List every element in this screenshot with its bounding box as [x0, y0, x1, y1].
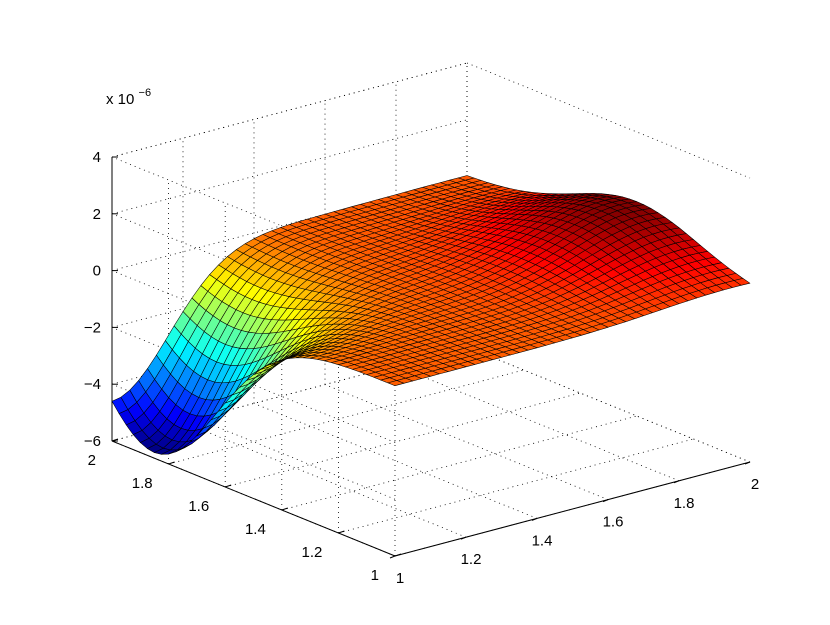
grid-line-floor-edge: [466, 346, 751, 463]
x-tick-label: 2: [751, 476, 759, 493]
z-exponent-power: −6: [139, 87, 152, 99]
y-tick-label: 1.4: [245, 521, 266, 538]
y-tick: [394, 553, 402, 557]
x-tick-label: 1.4: [532, 532, 553, 549]
grid-line-top-back: [111, 62, 468, 158]
y-tick-label: 2: [88, 452, 96, 469]
z-tick-label: −4: [84, 376, 101, 393]
x-tick-label: 1.2: [461, 551, 482, 568]
x-tick: [389, 555, 396, 559]
y-tick-label: 1.8: [132, 475, 153, 492]
x-tick: [531, 517, 538, 521]
z-exponent-base: x 10: [106, 91, 134, 108]
x-tick-label: 1.6: [603, 514, 624, 531]
axes: [111, 156, 751, 559]
grid-line-x-floor: [182, 421, 467, 538]
grid-line-y-floor: [281, 415, 637, 511]
y-tick-label: 1: [371, 567, 379, 584]
z-tick-label: −6: [84, 433, 101, 450]
y-tick: [338, 530, 345, 534]
z-tick-label: −2: [84, 319, 101, 336]
x-axis-line: [394, 461, 751, 557]
y-axis-line: [111, 440, 396, 557]
z-exponent-label: x 10 −6: [106, 87, 151, 108]
grid-line-x-floor: [395, 365, 680, 482]
x-tick-label: 1: [396, 570, 404, 587]
z-tick-label: 0: [93, 263, 101, 280]
grid-line-x-floor: [324, 384, 609, 500]
grid-line-z-left: [111, 383, 396, 500]
x-tick: [673, 480, 680, 484]
y-tick-label: 1.2: [302, 544, 323, 561]
surface-mesh: [111, 175, 751, 455]
grid-line-top-right: [466, 62, 751, 179]
grid-line-y-floor: [225, 392, 581, 488]
x-tick: [744, 461, 751, 465]
y-tick: [225, 484, 232, 488]
grid-line-z-left: [111, 327, 396, 443]
grid-line-x-floor: [253, 403, 538, 519]
z-tick-label: 4: [93, 149, 101, 166]
y-tick-label: 1.6: [188, 498, 209, 515]
y-tick: [281, 507, 288, 511]
x-tick: [460, 536, 467, 540]
y-tick: [168, 461, 175, 465]
x-tick: [602, 499, 609, 503]
surface-cell: [387, 380, 405, 386]
tick-labels: 1 1.2 1.4 1.6 1.8 2 1 1.2 1.4 1.6 1.8 2 −6 −4 −2 0 2 4: [84, 149, 759, 587]
x-tick-label: 1.8: [674, 495, 695, 512]
grid-line-y-floor: [338, 438, 694, 534]
z-tick-label: 2: [93, 206, 101, 223]
